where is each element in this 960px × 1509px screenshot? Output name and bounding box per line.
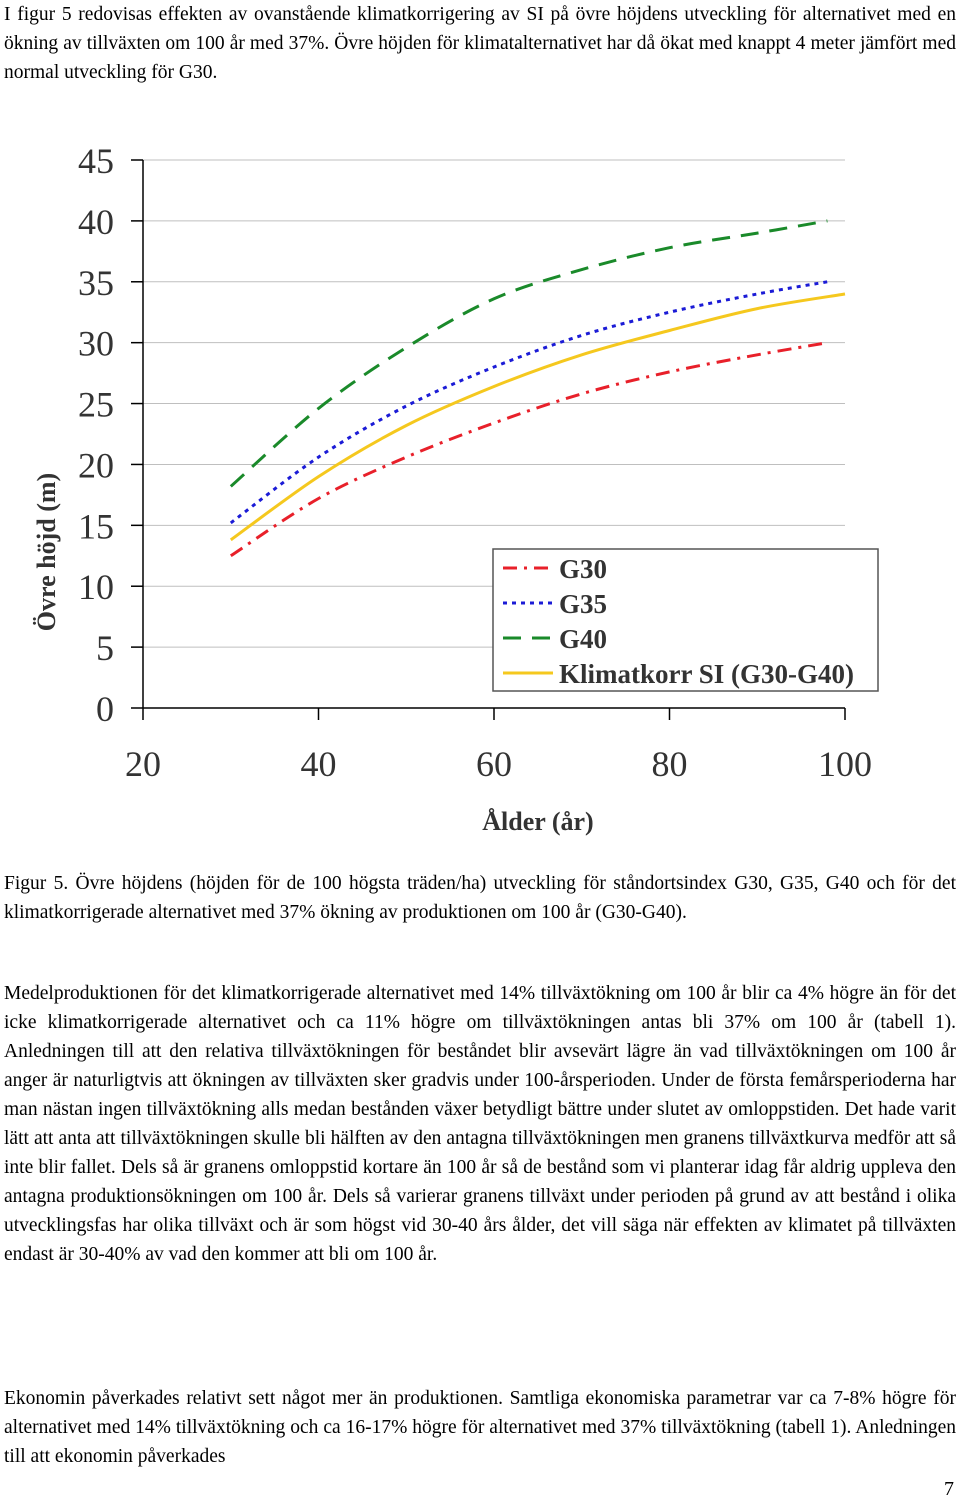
y-tick-label: 20 bbox=[78, 445, 114, 485]
series-line-3 bbox=[229, 219, 828, 488]
y-tick-label: 40 bbox=[78, 202, 114, 242]
x-tick-label: 60 bbox=[476, 744, 512, 784]
series-line-2 bbox=[229, 280, 828, 525]
figure-caption: Figur 5. Övre höjdens (höjden för de 100… bbox=[4, 873, 956, 923]
page-number: 7 bbox=[944, 1478, 954, 1500]
x-axis-label: Ålder (år) bbox=[482, 807, 593, 836]
legend-label-3: G40 bbox=[559, 624, 607, 654]
y-tick-label: 15 bbox=[78, 506, 114, 546]
legend-label-4: Klimatkorr SI (G30-G40) bbox=[559, 659, 854, 689]
x-tick-label: 20 bbox=[125, 744, 161, 784]
y-tick-label: 45 bbox=[78, 141, 114, 181]
medelproduktion-paragraph: Medelproduktionen för det klimatkorriger… bbox=[4, 983, 956, 1265]
legend-label-2: G35 bbox=[559, 589, 607, 619]
axes: 0 5 10 15 20 25 30 35 40 45 20 40 60 80 100 bbox=[78, 141, 872, 784]
legend-box bbox=[492, 548, 879, 692]
y-tick-label: 10 bbox=[78, 567, 114, 607]
series-line-1 bbox=[229, 341, 828, 558]
height-growth-chart: 0 5 10 15 20 25 30 35 40 45 20 40 60 80 100 G30 G35 G40 K… bbox=[32, 141, 879, 836]
series-line-4 bbox=[229, 292, 846, 542]
y-tick-label: 35 bbox=[78, 263, 114, 303]
series-lines bbox=[229, 219, 846, 558]
y-tick-label: 30 bbox=[78, 324, 114, 364]
grid-lines bbox=[143, 159, 845, 648]
x-tick-label: 100 bbox=[818, 744, 872, 784]
y-tick-label: 5 bbox=[96, 628, 114, 668]
y-tick-label: 0 bbox=[96, 689, 114, 729]
intro-paragraph: I figur 5 redovisas effekten av ovanståe… bbox=[4, 4, 956, 83]
x-tick-label: 40 bbox=[301, 744, 337, 784]
ekonomi-paragraph: Ekonomin påverkades relativt sett något … bbox=[4, 1388, 956, 1467]
y-tick-label: 25 bbox=[78, 385, 114, 425]
legend-label-1: G30 bbox=[559, 554, 607, 584]
figure-5: 0 5 10 15 20 25 30 35 40 45 20 40 60 80 100 G30 G35 G40 K… bbox=[0, 120, 960, 860]
x-tick-label: 80 bbox=[652, 744, 688, 784]
y-axis-label: Övre höjd (m) bbox=[32, 473, 61, 631]
legend: G30 G35 G40 Klimatkorr SI (G30-G40) bbox=[492, 548, 879, 692]
